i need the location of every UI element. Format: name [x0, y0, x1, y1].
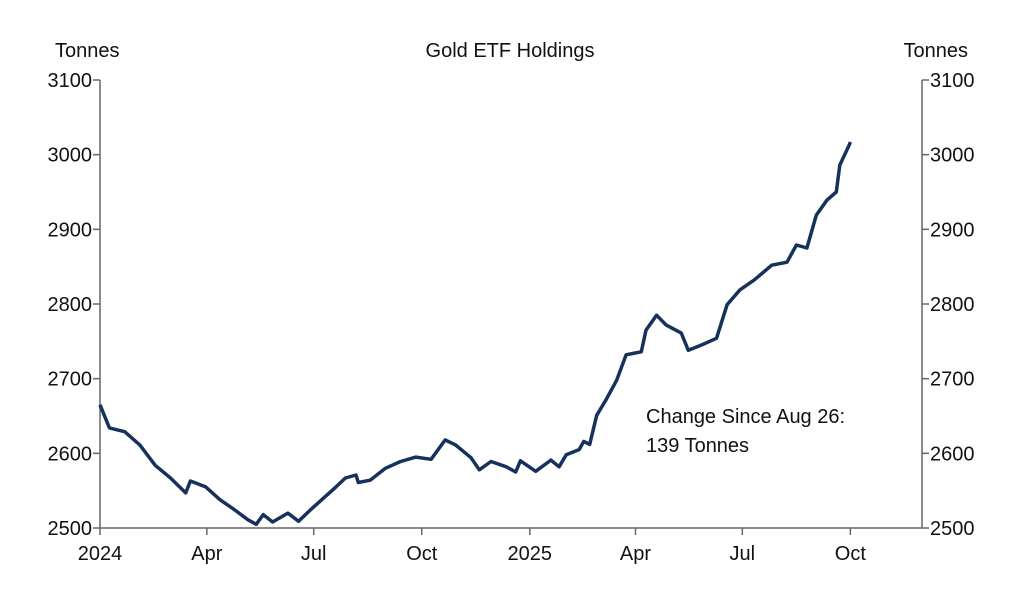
x-tick-label: Oct: [406, 543, 438, 565]
left-axis-unit: Tonnes: [55, 40, 120, 62]
left-tick-label: 2900: [48, 219, 93, 241]
left-tick-label: 3000: [48, 145, 93, 167]
x-tick-label: Jul: [301, 543, 327, 565]
left-tick-label: 2700: [48, 369, 93, 391]
right-tick-label: 2600: [930, 443, 975, 465]
annotation-line-2: 139 Tonnes: [646, 435, 749, 457]
x-tick-label: Apr: [191, 543, 222, 565]
x-tick-label: Apr: [620, 543, 651, 565]
right-tick-label: 3000: [930, 145, 975, 167]
right-tick-label: 2700: [930, 369, 975, 391]
left-tick-label: 3100: [48, 70, 93, 92]
series-line: [98, 141, 853, 527]
x-tick-label: 2025: [508, 543, 553, 565]
chart-title: Gold ETF Holdings: [426, 40, 595, 62]
right-tick-label: 2900: [930, 219, 975, 241]
left-tick-label: 2800: [48, 294, 93, 316]
x-tick-label: 2024: [78, 543, 123, 565]
right-tick-label: 2800: [930, 294, 975, 316]
annotation-line-1: Change Since Aug 26:: [646, 406, 845, 428]
x-tick-label: Jul: [730, 543, 756, 565]
left-tick-label: 2600: [48, 443, 93, 465]
left-tick-label: 2500: [48, 518, 93, 540]
x-tick-label: Oct: [835, 543, 867, 565]
right-tick-label: 2500: [930, 518, 975, 540]
right-tick-label: 3100: [930, 70, 975, 92]
right-axis-unit: Tonnes: [904, 40, 969, 62]
